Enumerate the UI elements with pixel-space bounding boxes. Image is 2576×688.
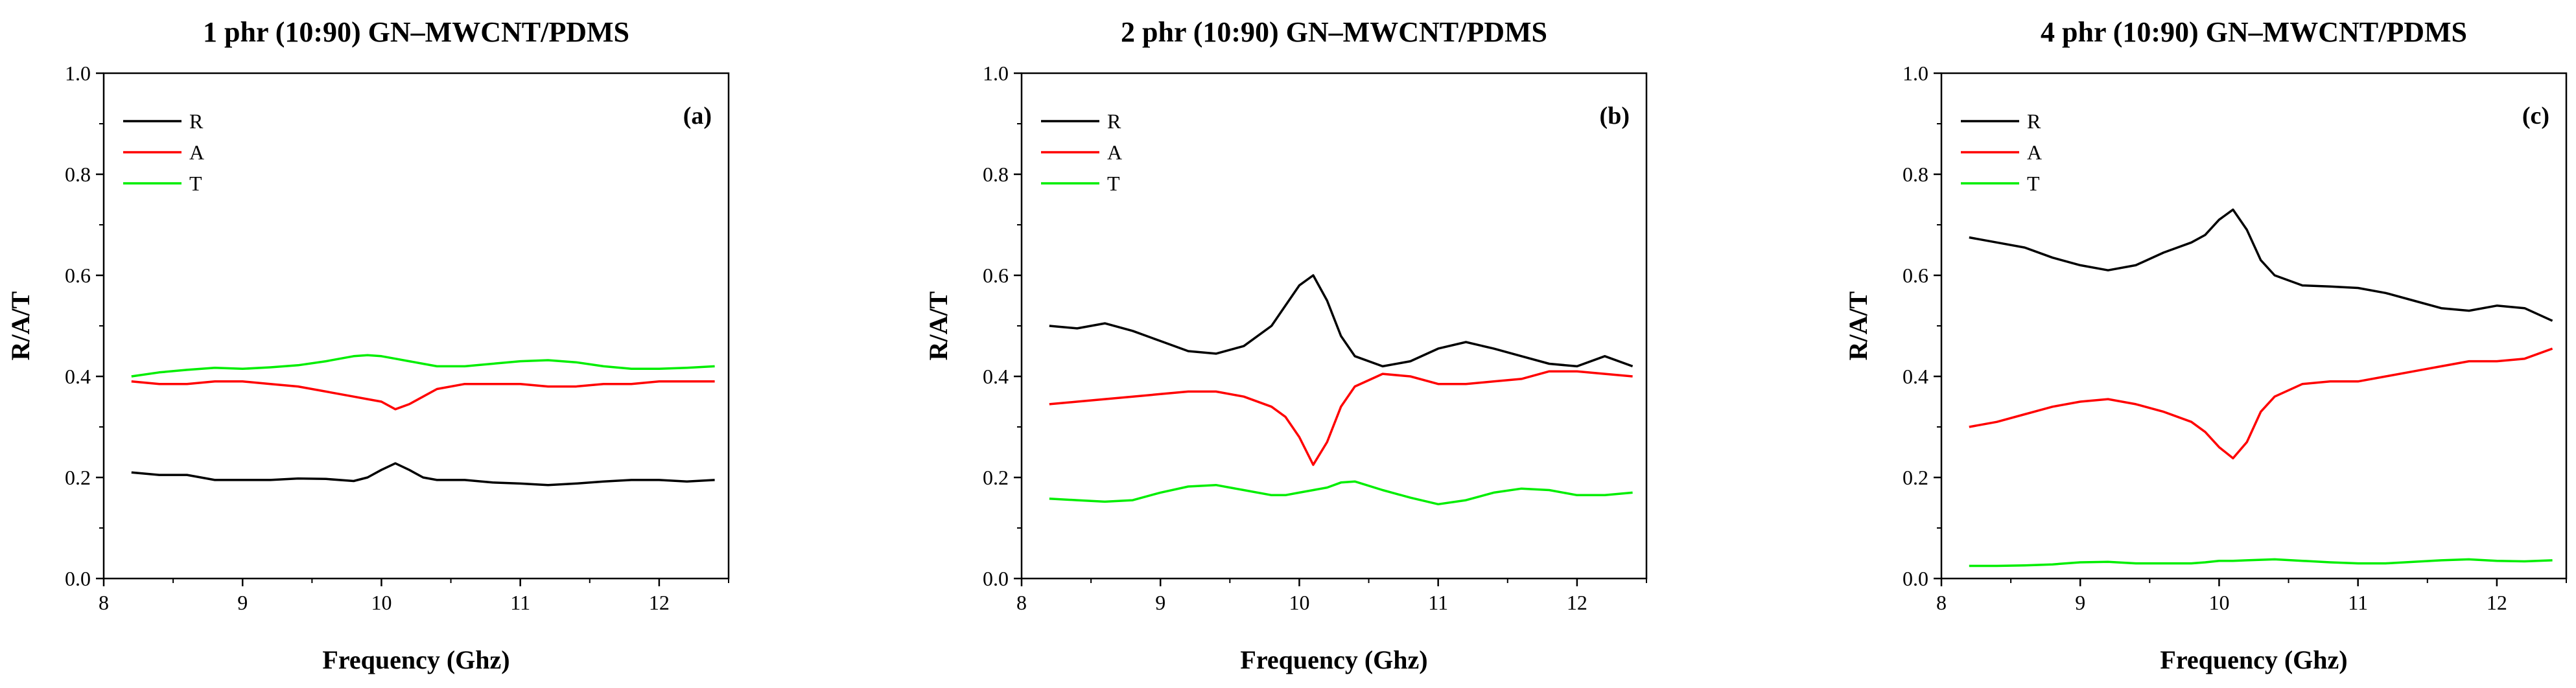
x-tick-label: 12 bbox=[1567, 591, 1587, 614]
y-tick-label: 0.8 bbox=[1903, 163, 1928, 186]
y-tick-label: 0.8 bbox=[65, 163, 91, 186]
y-axis-label: R/A/T bbox=[1844, 291, 1873, 360]
legend-label-A: A bbox=[1107, 141, 1122, 164]
y-tick-label: 0.6 bbox=[1903, 264, 1928, 287]
legend-label-T: T bbox=[189, 172, 202, 195]
y-axis-label: R/A/T bbox=[6, 291, 35, 360]
x-axis-label: Frequency (Ghz) bbox=[2160, 645, 2347, 674]
series-line-R bbox=[1049, 274, 1633, 368]
x-tick-label: 11 bbox=[1428, 591, 1448, 614]
legend-label-R: R bbox=[189, 109, 204, 133]
chart-panel-1: 1 phr (10:90) GN–MWCNT/PDMS 0.0 0.2 0.4 0.6 0… bbox=[6, 16, 730, 674]
legend-label-T: T bbox=[1107, 172, 1120, 195]
x-tick-label: 8 bbox=[1016, 591, 1027, 614]
panel-tag: (a) bbox=[683, 102, 712, 130]
chart-panel-2: 2 phr (10:90) GN–MWCNT/PDMS 0.0 0.2 0.4 0.6 0… bbox=[924, 16, 1648, 674]
y-tick-label: 0.0 bbox=[1903, 567, 1928, 590]
y-tick-label: 1.0 bbox=[1903, 62, 1928, 85]
x-tick-label: 8 bbox=[99, 591, 109, 614]
y-axis-label: R/A/T bbox=[924, 291, 953, 360]
y-tick-label: 0.0 bbox=[983, 567, 1009, 590]
series-line-T bbox=[1049, 480, 1633, 506]
y-tick-label: 0.4 bbox=[65, 365, 91, 388]
series-line-A bbox=[1969, 347, 2553, 460]
legend-label-A: A bbox=[2027, 141, 2042, 164]
chart-title: 4 phr (10:90) GN–MWCNT/PDMS bbox=[2041, 16, 2467, 48]
x-tick-label: 12 bbox=[649, 591, 670, 614]
y-tick-label: 0.2 bbox=[983, 466, 1009, 489]
y-tick-label: 0.2 bbox=[65, 466, 91, 489]
x-axis-label: Frequency (Ghz) bbox=[322, 645, 509, 674]
x-tick-label: 9 bbox=[1155, 591, 1165, 614]
chart-title: 1 phr (10:90) GN–MWCNT/PDMS bbox=[203, 16, 629, 48]
y-tick-label: 1.0 bbox=[983, 62, 1009, 85]
y-tick-label: 0.8 bbox=[983, 163, 1009, 186]
y-tick-label: 0.6 bbox=[983, 264, 1009, 287]
panel-tag: (b) bbox=[1600, 102, 1630, 130]
x-axis-label: Frequency (Ghz) bbox=[1240, 645, 1427, 674]
x-tick-label: 9 bbox=[237, 591, 248, 614]
chart-title: 2 phr (10:90) GN–MWCNT/PDMS bbox=[1121, 16, 1547, 48]
legend-label-A: A bbox=[189, 141, 204, 164]
x-tick-label: 12 bbox=[2487, 591, 2507, 614]
x-tick-label: 9 bbox=[2075, 591, 2085, 614]
x-tick-label: 10 bbox=[371, 591, 392, 614]
series-line-A bbox=[131, 380, 715, 411]
chart-panel-3: 4 phr (10:90) GN–MWCNT/PDMS 0.0 0.2 0.4 0.6 0… bbox=[1844, 16, 2568, 674]
legend-label-R: R bbox=[1107, 109, 1121, 133]
series-line-R bbox=[131, 462, 715, 487]
y-tick-label: 0.4 bbox=[1903, 365, 1928, 388]
series-line-A bbox=[1049, 370, 1633, 466]
x-tick-label: 10 bbox=[2208, 591, 2229, 614]
series-line-R bbox=[1969, 208, 2553, 322]
y-tick-label: 0.6 bbox=[65, 264, 91, 287]
y-tick-label: 0.0 bbox=[65, 567, 91, 590]
y-tick-label: 0.2 bbox=[1903, 466, 1928, 489]
series-line-T bbox=[1969, 558, 2553, 568]
y-tick-label: 1.0 bbox=[65, 62, 91, 85]
series-line-T bbox=[131, 354, 715, 378]
x-tick-label: 10 bbox=[1289, 591, 1309, 614]
y-tick-label: 0.4 bbox=[983, 365, 1009, 388]
x-tick-label: 8 bbox=[1936, 591, 1947, 614]
legend-label-R: R bbox=[2027, 109, 2041, 133]
x-tick-label: 11 bbox=[510, 591, 530, 614]
legend-label-T: T bbox=[2027, 172, 2040, 195]
x-tick-label: 11 bbox=[2348, 591, 2368, 614]
panel-tag: (c) bbox=[2522, 102, 2549, 130]
